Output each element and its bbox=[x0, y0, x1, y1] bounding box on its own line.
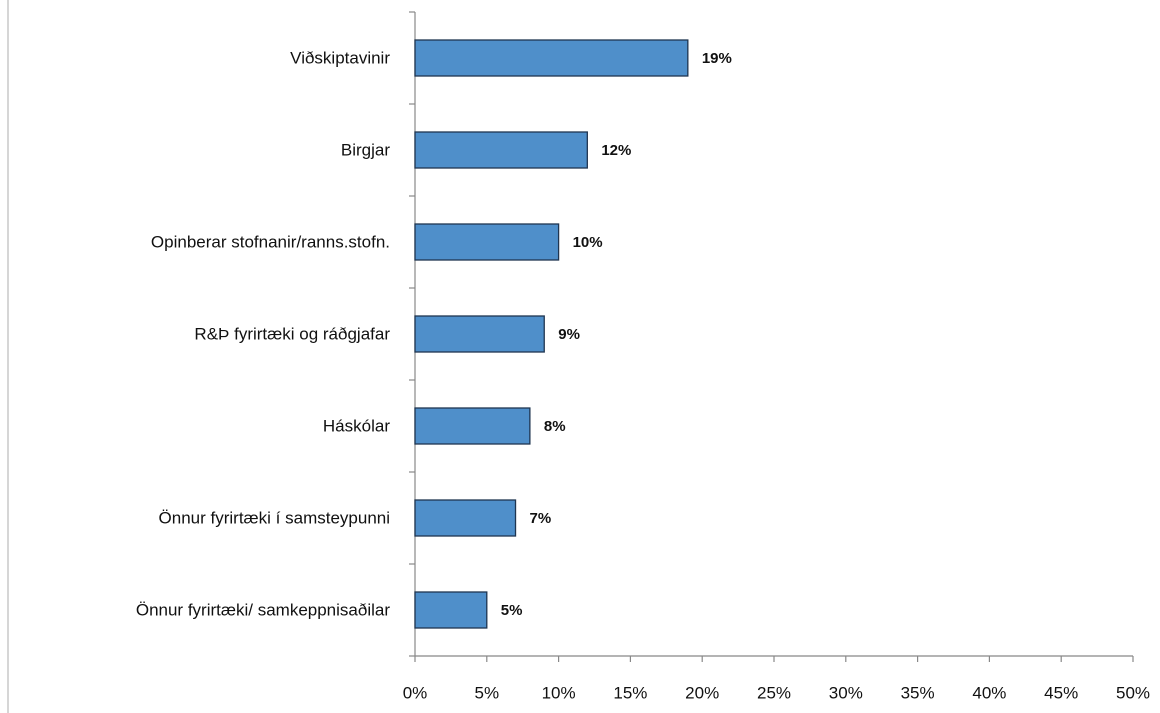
x-tick-label: 10% bbox=[542, 683, 576, 702]
x-tick-label: 30% bbox=[829, 683, 863, 702]
x-tick-label: 35% bbox=[901, 683, 935, 702]
bar bbox=[414, 499, 517, 537]
y-tick-label: Önnur fyrirtæki í samsteypunni bbox=[159, 508, 390, 527]
bar bbox=[414, 131, 588, 169]
bar bbox=[414, 223, 560, 261]
y-tick-label: Birgjar bbox=[341, 140, 390, 159]
bar bbox=[414, 407, 531, 445]
x-tick-label: 5% bbox=[475, 683, 500, 702]
bar bbox=[414, 39, 689, 77]
x-tick-label: 20% bbox=[685, 683, 719, 702]
x-tick-label: 25% bbox=[757, 683, 791, 702]
bar bbox=[414, 315, 545, 353]
x-tick-label: 45% bbox=[1044, 683, 1078, 702]
y-tick-label: Viðskiptavinir bbox=[290, 48, 390, 67]
y-tick-label: Háskólar bbox=[323, 416, 390, 435]
x-tick-label: 40% bbox=[972, 683, 1006, 702]
data-label: 10% bbox=[573, 234, 603, 251]
x-tick-label: 0% bbox=[403, 683, 428, 702]
data-label: 7% bbox=[530, 510, 552, 527]
y-tick-label: Önnur fyrirtæki/ samkeppnisaðilar bbox=[136, 600, 390, 619]
data-label: 8% bbox=[544, 418, 566, 435]
x-tick-label: 50% bbox=[1116, 683, 1150, 702]
x-tick-label: 15% bbox=[613, 683, 647, 702]
y-tick-label: R&Þ fyrirtæki og ráðgjafar bbox=[194, 324, 390, 343]
bar bbox=[414, 591, 488, 629]
data-label: 9% bbox=[558, 326, 580, 343]
data-label: 12% bbox=[601, 142, 631, 159]
data-label: 5% bbox=[501, 602, 523, 619]
y-tick-label: Opinberar stofnanir/ranns.stofn. bbox=[151, 232, 390, 251]
data-label: 19% bbox=[702, 50, 732, 67]
